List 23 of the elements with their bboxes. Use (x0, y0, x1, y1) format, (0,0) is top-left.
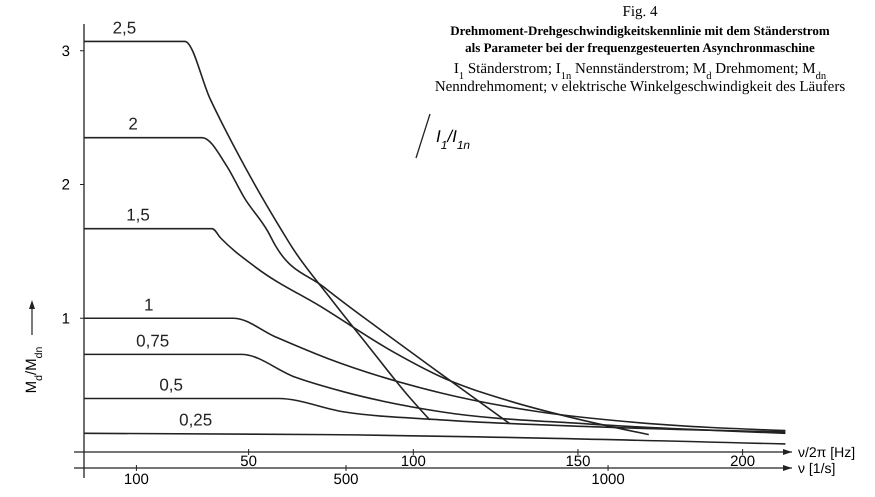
x-tick-label: 50 (240, 453, 257, 470)
y-tick-label: 3 (62, 42, 70, 60)
text: Drehmoment-Drehgeschwindigkeitskennlinie mit dem Ständerstrom als Parameter bei der frequenzgesteuerten Asynchronmaschine (450, 23, 830, 55)
series-label: 1 (144, 295, 154, 314)
series-label: 0,5 (159, 376, 183, 394)
x-tick-label: 100 (400, 453, 426, 470)
series-label: 1,5 (126, 206, 150, 225)
series-label: 2,5 (112, 18, 136, 38)
x2-tick-label: 100 (124, 471, 149, 488)
x2-axis-title: ν [1/s] (798, 460, 836, 476)
y-tick-label: 2 (62, 176, 70, 194)
x-tick-label: 200 (730, 453, 756, 470)
x-axis-title: ν/2π [Hz] (798, 444, 856, 460)
y-tick-label: 1 (62, 310, 70, 328)
series-label: 0,75 (136, 331, 170, 350)
x2-tick-label: 500 (334, 471, 359, 488)
x-tick-label: 150 (565, 453, 590, 470)
chart-title: Fig. 4 (622, 4, 658, 20)
series-label: 2 (128, 114, 138, 134)
x2-tick-label: 1000 (591, 471, 625, 488)
text: I$_{1}$ Ständerstrom; I$_{1n}$ Nennständerstrom; M$_{d}$ Drehmoment; M$_{dn}$ Nenndrehmoment; ν elektrische Winkelgeschwindigkeit des Läufers (434, 61, 846, 95)
legend-title: I$_{1}$/I$_{1n}$ (436, 127, 470, 152)
series-label: 0,25 (179, 410, 212, 430)
